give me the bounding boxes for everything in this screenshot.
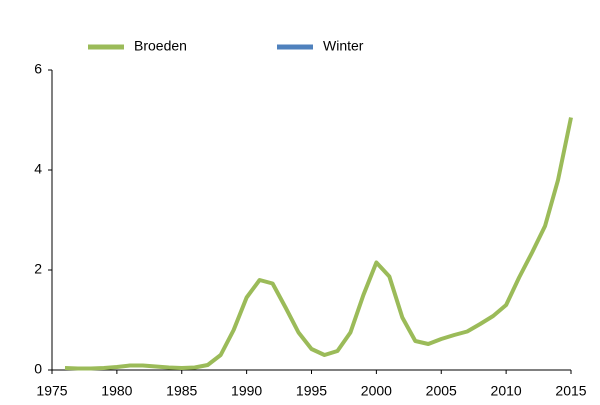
y-tick-label: 0	[34, 361, 42, 377]
y-tick-label: 2	[34, 261, 42, 277]
x-tick-label: 2010	[491, 383, 522, 399]
x-tick-label: 1990	[231, 383, 262, 399]
y-tick-label: 6	[34, 61, 42, 77]
y-tick-label: 4	[34, 161, 42, 177]
x-tick-label: 1980	[101, 383, 132, 399]
x-tick-label: 2015	[555, 383, 586, 399]
x-tick-label: 1995	[296, 383, 327, 399]
x-tick-label: 2005	[426, 383, 457, 399]
x-tick-label: 1975	[36, 383, 67, 399]
x-tick-label: 2000	[361, 383, 392, 399]
data-line	[64, 117, 573, 371]
legend-label: Broeden	[134, 38, 187, 54]
x-tick-label: 1985	[166, 383, 197, 399]
legend-label: Winter	[323, 38, 364, 54]
